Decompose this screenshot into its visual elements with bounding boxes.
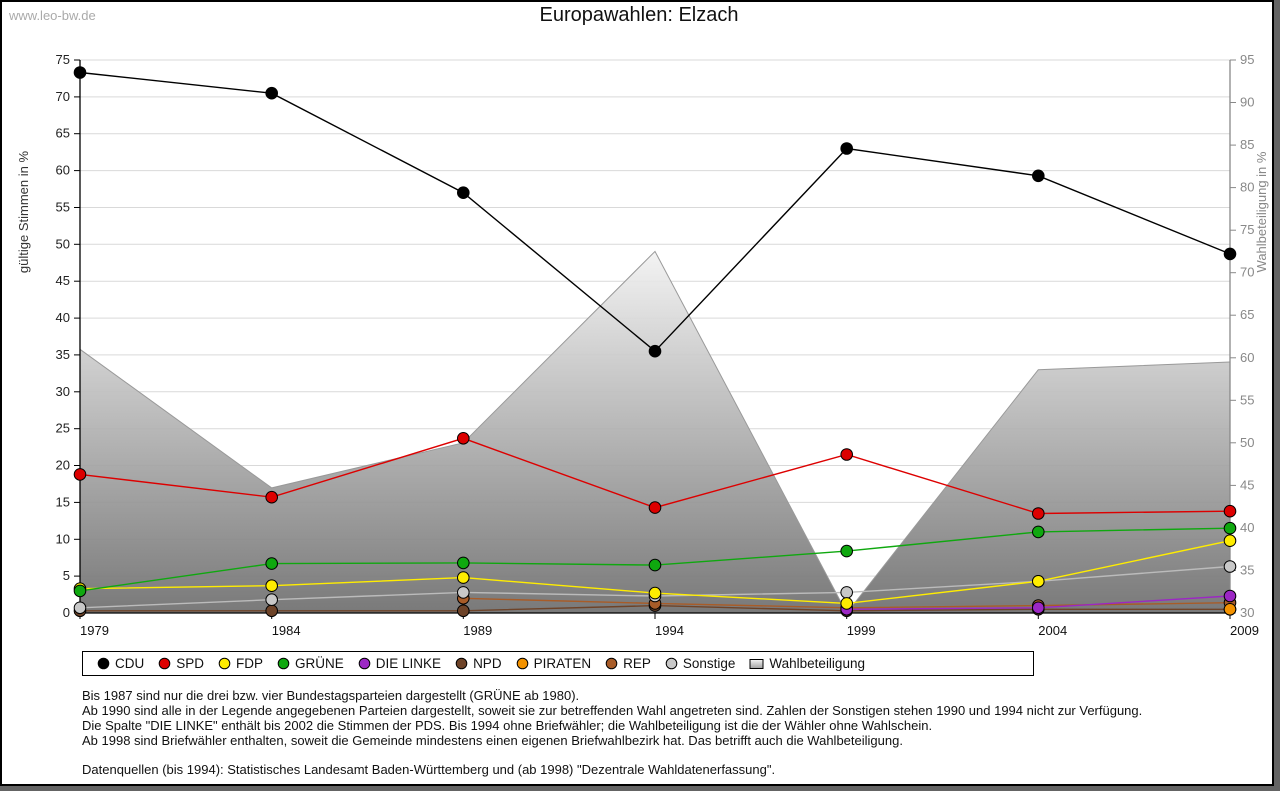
svg-text:45: 45: [56, 273, 70, 288]
svg-text:65: 65: [1240, 307, 1254, 322]
svg-text:50: 50: [1240, 435, 1254, 450]
svg-text:90: 90: [1240, 95, 1254, 110]
svg-text:2009: 2009: [1230, 623, 1259, 638]
svg-text:10: 10: [56, 531, 70, 546]
svg-text:95: 95: [1240, 52, 1254, 67]
svg-text:15: 15: [56, 494, 70, 509]
svg-text:75: 75: [1240, 222, 1254, 237]
svg-text:5: 5: [63, 568, 70, 583]
svg-text:85: 85: [1240, 137, 1254, 152]
svg-text:70: 70: [56, 89, 70, 104]
svg-text:60: 60: [1240, 350, 1254, 365]
svg-text:30: 30: [1240, 605, 1254, 620]
svg-text:55: 55: [56, 200, 70, 215]
svg-text:75: 75: [56, 52, 70, 67]
svg-text:50: 50: [56, 236, 70, 251]
svg-text:30: 30: [56, 384, 70, 399]
svg-text:25: 25: [56, 421, 70, 436]
svg-text:1989: 1989: [463, 623, 492, 638]
svg-text:1979: 1979: [80, 623, 109, 638]
svg-text:35: 35: [1240, 563, 1254, 578]
svg-text:1999: 1999: [847, 623, 876, 638]
svg-text:1994: 1994: [655, 623, 684, 638]
svg-text:65: 65: [56, 126, 70, 141]
svg-text:55: 55: [1240, 392, 1254, 407]
svg-text:35: 35: [56, 347, 70, 362]
svg-text:80: 80: [1240, 180, 1254, 195]
svg-text:1984: 1984: [272, 623, 301, 638]
svg-text:60: 60: [56, 163, 70, 178]
svg-text:40: 40: [1240, 520, 1254, 535]
svg-text:0: 0: [63, 605, 70, 620]
svg-text:45: 45: [1240, 477, 1254, 492]
svg-text:20: 20: [56, 458, 70, 473]
svg-text:70: 70: [1240, 265, 1254, 280]
svg-text:40: 40: [56, 310, 70, 325]
svg-text:2004: 2004: [1038, 623, 1067, 638]
